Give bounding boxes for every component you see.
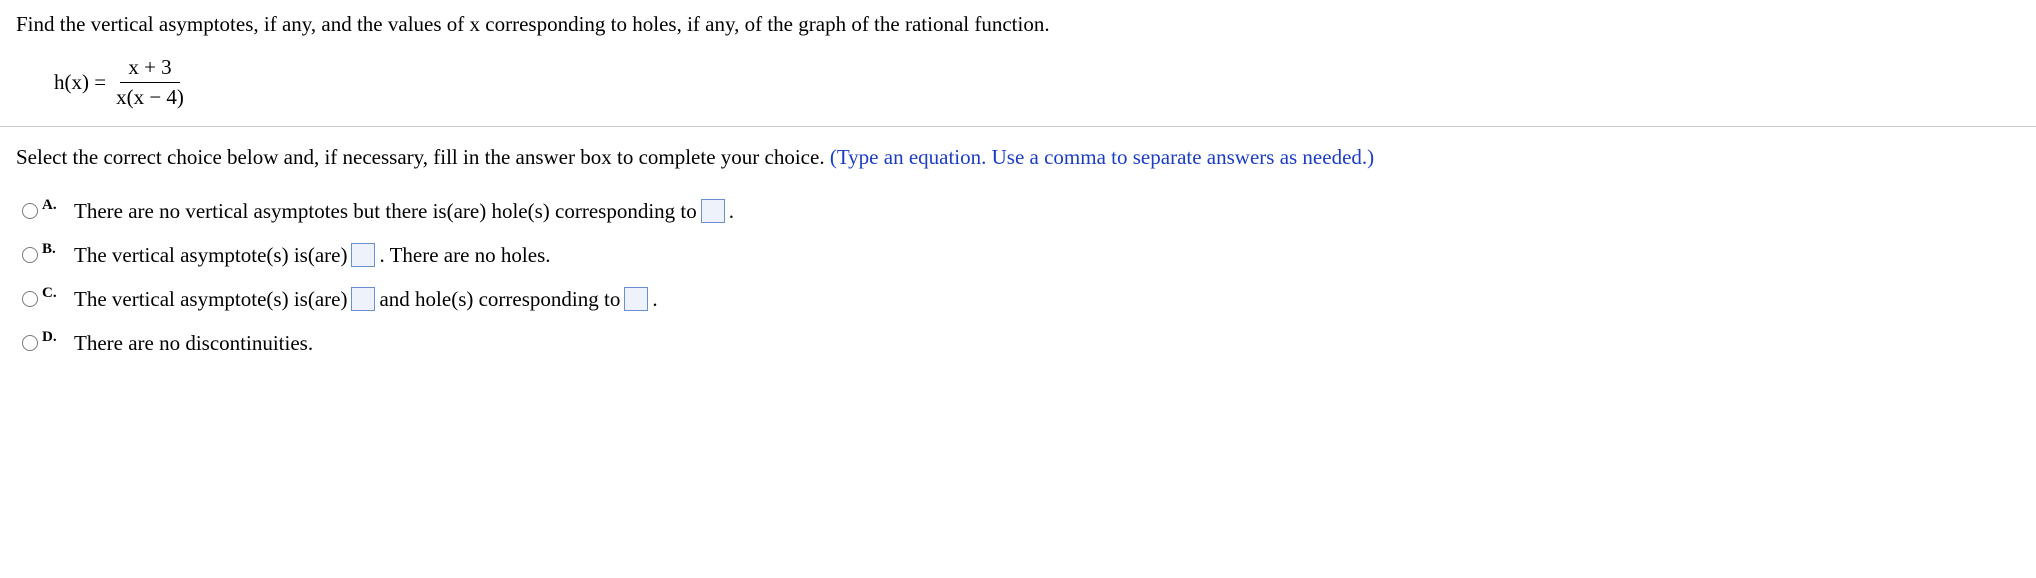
radio-a[interactable] bbox=[22, 203, 38, 219]
numerator: x + 3 bbox=[120, 55, 179, 83]
choice-c-post: . bbox=[652, 287, 657, 312]
function-lhs: h(x) = bbox=[54, 70, 106, 95]
choice-a[interactable]: A. There are no vertical asymptotes but … bbox=[20, 196, 2020, 226]
radio-wrap bbox=[20, 289, 40, 309]
radio-wrap bbox=[20, 333, 40, 353]
question-prompt: Find the vertical asymptotes, if any, an… bbox=[16, 12, 2020, 37]
choices-list: A. There are no vertical asymptotes but … bbox=[16, 196, 2020, 358]
choice-a-pre: There are no vertical asymptotes but the… bbox=[74, 199, 697, 224]
function-formula: h(x) = x + 3 x(x − 4) bbox=[16, 55, 2020, 110]
choice-letter-c: C. bbox=[42, 285, 60, 302]
choice-letter-a: A. bbox=[42, 197, 60, 214]
radio-wrap bbox=[20, 245, 40, 265]
choice-text-a: There are no vertical asymptotes but the… bbox=[74, 199, 734, 224]
choice-b-post: . There are no holes. bbox=[379, 243, 550, 268]
choice-c-pre: The vertical asymptote(s) is(are) bbox=[74, 287, 347, 312]
choice-b-pre: The vertical asymptote(s) is(are) bbox=[74, 243, 347, 268]
radio-d[interactable] bbox=[22, 335, 38, 351]
answer-box-c2[interactable] bbox=[624, 287, 648, 311]
radio-b[interactable] bbox=[22, 247, 38, 263]
choice-letter-d: D. bbox=[42, 329, 60, 346]
radio-c[interactable] bbox=[22, 291, 38, 307]
fraction: x + 3 x(x − 4) bbox=[108, 55, 192, 110]
choice-d[interactable]: D. There are no discontinuities. bbox=[20, 328, 2020, 358]
choice-letter-b: B. bbox=[42, 241, 60, 258]
choice-a-post: . bbox=[729, 199, 734, 224]
choice-c-mid: and hole(s) corresponding to bbox=[379, 287, 620, 312]
choice-text-b: The vertical asymptote(s) is(are) . Ther… bbox=[74, 243, 551, 268]
choice-text-d: There are no discontinuities. bbox=[74, 331, 313, 356]
denominator: x(x − 4) bbox=[108, 83, 192, 110]
instruction-hint: (Type an equation. Use a comma to separa… bbox=[830, 145, 1374, 169]
instruction-block: Select the correct choice below and, if … bbox=[0, 127, 2036, 378]
radio-wrap bbox=[20, 201, 40, 221]
instruction-main: Select the correct choice below and, if … bbox=[16, 145, 830, 169]
choice-text-c: The vertical asymptote(s) is(are) and ho… bbox=[74, 287, 658, 312]
choice-d-text: There are no discontinuities. bbox=[74, 331, 313, 356]
instruction: Select the correct choice below and, if … bbox=[16, 145, 2020, 170]
answer-box-b[interactable] bbox=[351, 243, 375, 267]
choice-c[interactable]: C. The vertical asymptote(s) is(are) and… bbox=[20, 284, 2020, 314]
question-block: Find the vertical asymptotes, if any, an… bbox=[0, 0, 2036, 127]
answer-box-c1[interactable] bbox=[351, 287, 375, 311]
answer-box-a[interactable] bbox=[701, 199, 725, 223]
choice-b[interactable]: B. The vertical asymptote(s) is(are) . T… bbox=[20, 240, 2020, 270]
